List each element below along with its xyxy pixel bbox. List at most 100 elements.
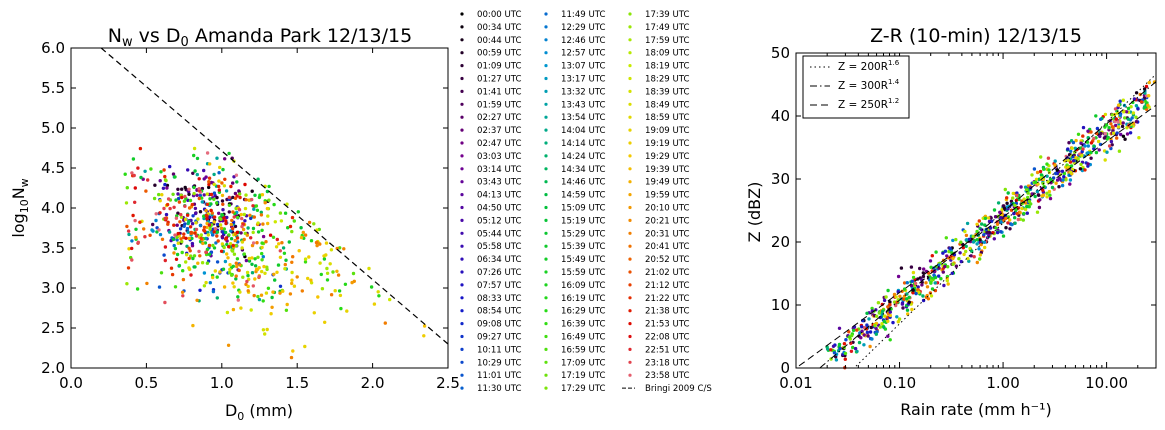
right-data-point <box>886 305 890 309</box>
left-data-point <box>180 239 184 244</box>
legend-entry: 12:46 UTC <box>561 36 606 46</box>
z-r-legend: Z = 200R1.6 Z = 300R1.4 Z = 250R1.2 <box>802 55 910 119</box>
left-data-point <box>208 227 212 231</box>
right-data-point <box>883 314 887 318</box>
right-data-point <box>962 252 966 257</box>
legend-marker <box>460 89 464 93</box>
legend-entry: 13:43 UTC <box>561 100 606 110</box>
left-data-point <box>235 230 240 234</box>
left-data-point <box>236 240 240 244</box>
left-data-point <box>369 285 374 289</box>
legend-marker <box>460 51 464 55</box>
left-data-point <box>202 271 207 275</box>
legend-entry: 15:39 UTC <box>561 242 606 252</box>
left-data-point <box>192 153 196 158</box>
left-data-point <box>292 284 297 288</box>
left-data-point <box>220 193 225 198</box>
right-x-tick-label: 1.00 <box>986 374 1019 392</box>
right-data-point <box>963 229 967 234</box>
right-data-point <box>941 270 945 274</box>
left-data-point <box>227 245 231 249</box>
right-data-point <box>1126 117 1131 121</box>
right-data-point <box>1111 128 1115 133</box>
left-data-point <box>131 157 136 161</box>
right-data-point <box>1016 217 1020 222</box>
left-data-point <box>169 266 174 270</box>
legend-entry: 16:29 UTC <box>561 307 606 317</box>
legend-marker <box>544 296 548 300</box>
left-data-point <box>297 249 301 253</box>
legend-entry: 07:26 UTC <box>477 268 522 278</box>
right-data-point <box>1089 150 1093 155</box>
right-data-point <box>853 346 858 351</box>
right-data-point <box>907 295 911 299</box>
z-r-legend-label: Z = 250R1.2 <box>838 97 899 111</box>
left-data-point <box>130 239 134 243</box>
left-data-point <box>372 302 377 306</box>
left-data-point <box>276 263 281 267</box>
left-data-point <box>229 229 233 233</box>
left-data-point <box>238 192 242 196</box>
nw-d0-chart: Nw vs D0 Amanda Park 12/13/15 0.0 0.5 1.0 1… <box>9 25 460 423</box>
right-data-point <box>1041 188 1045 192</box>
right-data-point <box>869 325 873 330</box>
right-data-point <box>1092 144 1096 148</box>
right-data-point <box>1081 147 1085 151</box>
right-data-point <box>1105 137 1109 141</box>
left-data-point <box>187 256 191 261</box>
left-data-point <box>171 172 176 176</box>
left-data-point <box>222 285 227 289</box>
left-data-point <box>145 281 149 286</box>
right-data-point <box>1079 162 1083 167</box>
left-data-point <box>143 235 147 239</box>
right-data-point <box>1024 188 1029 192</box>
right-data-point <box>1071 155 1075 159</box>
left-data-point <box>250 271 255 275</box>
left-data-point <box>250 197 254 202</box>
right-data-point <box>865 311 869 315</box>
right-data-point <box>983 216 988 221</box>
left-data-point <box>225 310 230 315</box>
legend-entry: 08:54 UTC <box>477 307 522 317</box>
right-data-point <box>1109 122 1113 126</box>
z-r-chart: Z-R (10-min) 12/13/15 0.01 0.10 1.00 10.00 … <box>745 25 1157 419</box>
right-data-point <box>1118 113 1123 118</box>
right-data-point <box>921 274 926 279</box>
left-data-point <box>187 192 191 196</box>
right-data-point <box>1050 185 1055 190</box>
right-data-point <box>896 274 901 279</box>
left-data-point <box>211 289 216 294</box>
right-data-point <box>1053 159 1057 163</box>
right-data-point <box>1005 196 1009 200</box>
left-data-point <box>242 212 246 217</box>
legend-marker <box>544 257 548 261</box>
left-data-point <box>337 289 342 293</box>
left-data-point <box>203 241 208 245</box>
right-data-point <box>1086 144 1091 148</box>
right-data-point <box>945 254 949 258</box>
left-data-point <box>309 239 314 243</box>
legend-entry: 19:19 UTC <box>645 139 690 149</box>
left-data-point <box>208 162 212 166</box>
left-data-point <box>188 225 193 229</box>
left-data-point <box>178 220 182 224</box>
left-data-point <box>215 230 220 234</box>
right-data-point <box>1107 144 1112 148</box>
right-data-point <box>1026 195 1030 200</box>
left-data-point <box>223 230 228 235</box>
right-data-point <box>916 285 920 289</box>
left-data-point <box>193 206 198 211</box>
right-data-point <box>954 237 958 242</box>
right-x-axis-label: Rain rate (mm h⁻¹) <box>900 400 1052 419</box>
left-data-point <box>253 264 258 268</box>
right-data-point <box>1037 193 1041 197</box>
right-data-point <box>1006 215 1011 219</box>
left-data-point <box>260 258 264 262</box>
left-y-tick-label: 3.5 <box>41 239 65 257</box>
right-data-point <box>999 220 1003 224</box>
left-data-point <box>246 226 250 230</box>
left-data-point <box>164 178 168 183</box>
legend-marker <box>544 12 548 16</box>
right-plot-frame <box>795 52 1157 369</box>
right-data-point <box>972 255 976 259</box>
